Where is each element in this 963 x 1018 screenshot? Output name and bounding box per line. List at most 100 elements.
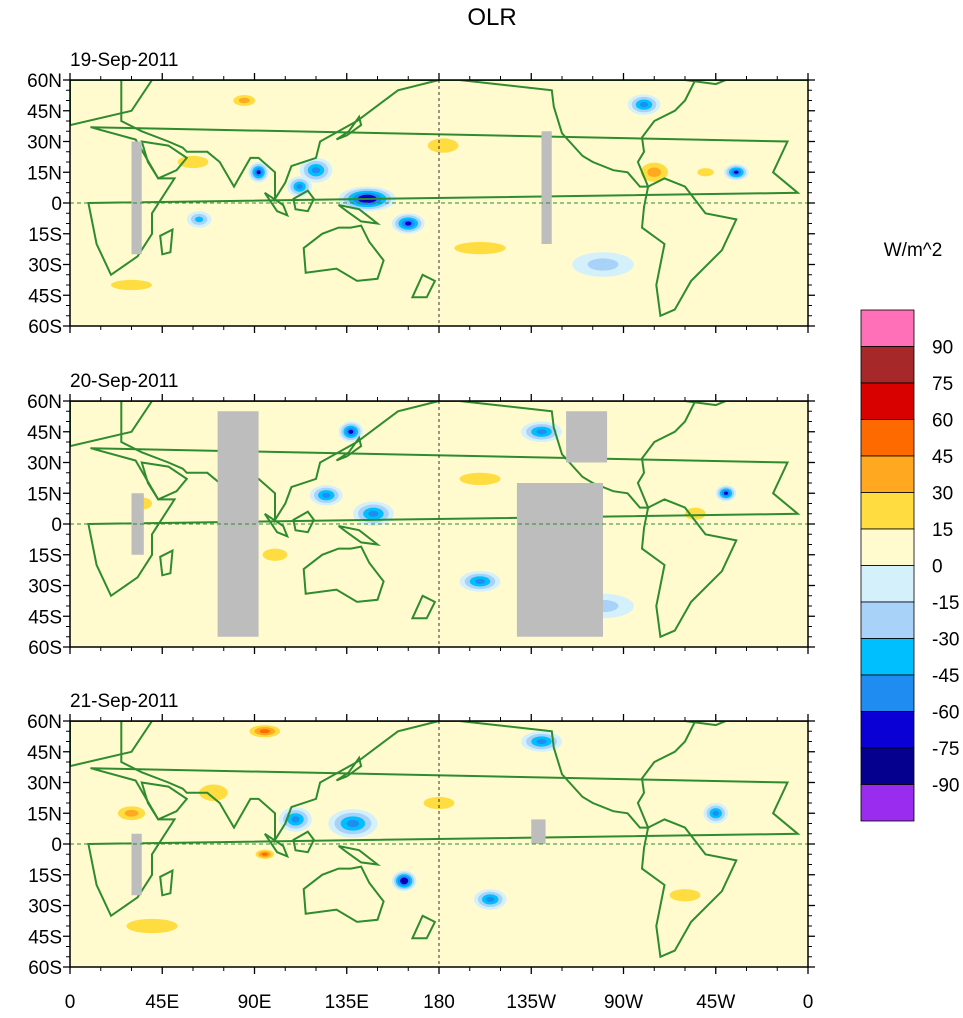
coastline-north-america xyxy=(459,721,697,829)
coastline-south-america xyxy=(640,818,738,959)
coastline-australia xyxy=(302,545,385,603)
lat-tick-label: 30S xyxy=(28,256,62,277)
lat-tick-label: 15S xyxy=(28,225,62,246)
missing-data-region xyxy=(131,141,142,255)
coastline-south-america xyxy=(640,498,738,639)
lon-tick-label: 90W xyxy=(604,992,643,1013)
lat-tick-label: 15S xyxy=(28,866,62,887)
coastline-borneo xyxy=(292,510,316,534)
coastline-south-america xyxy=(640,177,738,318)
lat-tick-label: 60S xyxy=(28,958,62,979)
coastlines xyxy=(70,721,808,959)
colorbar-tick-label: 15 xyxy=(932,520,953,541)
olr-contour xyxy=(126,918,178,934)
lat-tick-label: 60N xyxy=(27,712,62,733)
lat-tick-label: 60S xyxy=(28,317,62,338)
latitude-axis: 60N 45N 30N 15N 0 15S 30S 45S 60S xyxy=(27,71,815,338)
coastlines xyxy=(70,401,808,639)
coastline-arabia xyxy=(140,781,189,821)
lon-tick-label: 45W xyxy=(696,992,735,1013)
lat-tick-label: 45N xyxy=(27,743,62,764)
coastline-sumatra xyxy=(263,512,290,539)
colorbar-box xyxy=(860,346,915,384)
colorbar-tick-label: -90 xyxy=(932,776,959,797)
olr-contour xyxy=(402,879,407,883)
olr-contour xyxy=(587,258,619,271)
lat-tick-label: 30N xyxy=(27,454,62,475)
map-panel: 21-Sep-2011 60N 45N 30N 15N 0 15S 30S 45S 60S xyxy=(27,691,815,979)
coastline-madagascar xyxy=(159,868,174,897)
olr-contour xyxy=(733,170,739,174)
olr-contour xyxy=(669,889,701,902)
lon-tick-label: 45E xyxy=(145,992,179,1013)
olr-contour xyxy=(346,819,360,828)
olr-contour xyxy=(322,492,331,498)
olr-contour xyxy=(454,241,506,255)
olr-contour xyxy=(262,548,288,561)
colorbar-tick-label: 45 xyxy=(932,447,953,468)
map-panel: 20-Sep-2011 60N 45N 30N 15N 0 15S 30S 45S 60S xyxy=(27,371,815,659)
olr-contour xyxy=(368,510,379,517)
missing-data-region xyxy=(531,819,546,844)
lat-tick-label: 15N xyxy=(27,163,62,184)
figure-title: OLR xyxy=(467,4,516,31)
coastline-japan xyxy=(335,114,363,141)
colorbar-box xyxy=(860,784,915,822)
lat-tick-label: 30N xyxy=(27,133,62,154)
olr-contour xyxy=(256,170,261,175)
olr-contour xyxy=(291,816,300,823)
colorbar-box xyxy=(860,309,915,347)
colorbar-box xyxy=(860,492,915,530)
coastline-nz xyxy=(410,594,437,620)
colorbar-tick-label: -30 xyxy=(932,630,959,651)
colorbar-box xyxy=(860,747,915,785)
coastline-greenland-edge xyxy=(684,721,727,727)
coastline-borneo xyxy=(292,189,316,213)
map-frame xyxy=(69,720,809,968)
colorbar-box xyxy=(860,419,915,457)
olr-contour xyxy=(238,97,250,104)
coastline-madagascar xyxy=(159,548,174,577)
coastline-japan xyxy=(335,435,363,462)
coastline-japan xyxy=(335,755,363,782)
lon-tick-label: 135W xyxy=(506,992,556,1013)
olr-contour xyxy=(111,279,152,291)
lat-tick-label: 30S xyxy=(28,577,62,598)
olr-contour xyxy=(647,167,662,178)
panel-date-label: 19-Sep-2011 xyxy=(70,50,178,71)
longitude-axis xyxy=(69,714,809,974)
coastline-africa xyxy=(87,447,801,598)
colorbar-box xyxy=(860,638,915,676)
colorbar-tick-label: 75 xyxy=(932,374,953,395)
colorbar: 90 75 60 45 30 15 0 -15 -30 -45 -60 -75 -90 xyxy=(860,309,959,822)
lon-tick-label: 180 xyxy=(423,992,455,1013)
coastline-greenland-edge xyxy=(684,80,727,86)
lat-tick-label: 30S xyxy=(28,897,62,918)
lon-tick-label: 0 xyxy=(65,992,76,1013)
colorbar-box xyxy=(860,382,915,420)
olr-contour xyxy=(259,729,270,734)
olr-contour xyxy=(404,221,412,226)
lon-tick-label: 90E xyxy=(238,992,272,1013)
colorbar-box xyxy=(860,455,915,493)
missing-data-region xyxy=(566,411,608,463)
olr-contour xyxy=(723,491,729,495)
olr-contour xyxy=(311,167,321,174)
coastline-north-america xyxy=(459,401,697,509)
lat-tick-label: 0 xyxy=(51,194,62,215)
olr-contour xyxy=(486,896,495,902)
coastline-new-guinea xyxy=(337,525,382,546)
olr-contour xyxy=(639,102,649,108)
longitude-axis xyxy=(69,73,809,333)
olr-contour xyxy=(697,168,714,177)
colorbar-box xyxy=(860,711,915,749)
coastline-madagascar xyxy=(159,227,174,256)
olr-contour xyxy=(124,809,139,817)
coastline-arabia xyxy=(140,461,189,501)
colorbar-box xyxy=(860,674,915,712)
latitude-axis: 60N 45N 30N 15N 0 15S 30S 45S 60S xyxy=(27,712,815,979)
lat-tick-label: 60N xyxy=(27,392,62,413)
map-panel: 19-Sep-2011 60N 45N 30N 15N 0 15S 30S 45S 60S xyxy=(27,50,815,338)
coastline-sumatra xyxy=(263,832,290,859)
colorbar-tick-label: -15 xyxy=(932,593,959,614)
